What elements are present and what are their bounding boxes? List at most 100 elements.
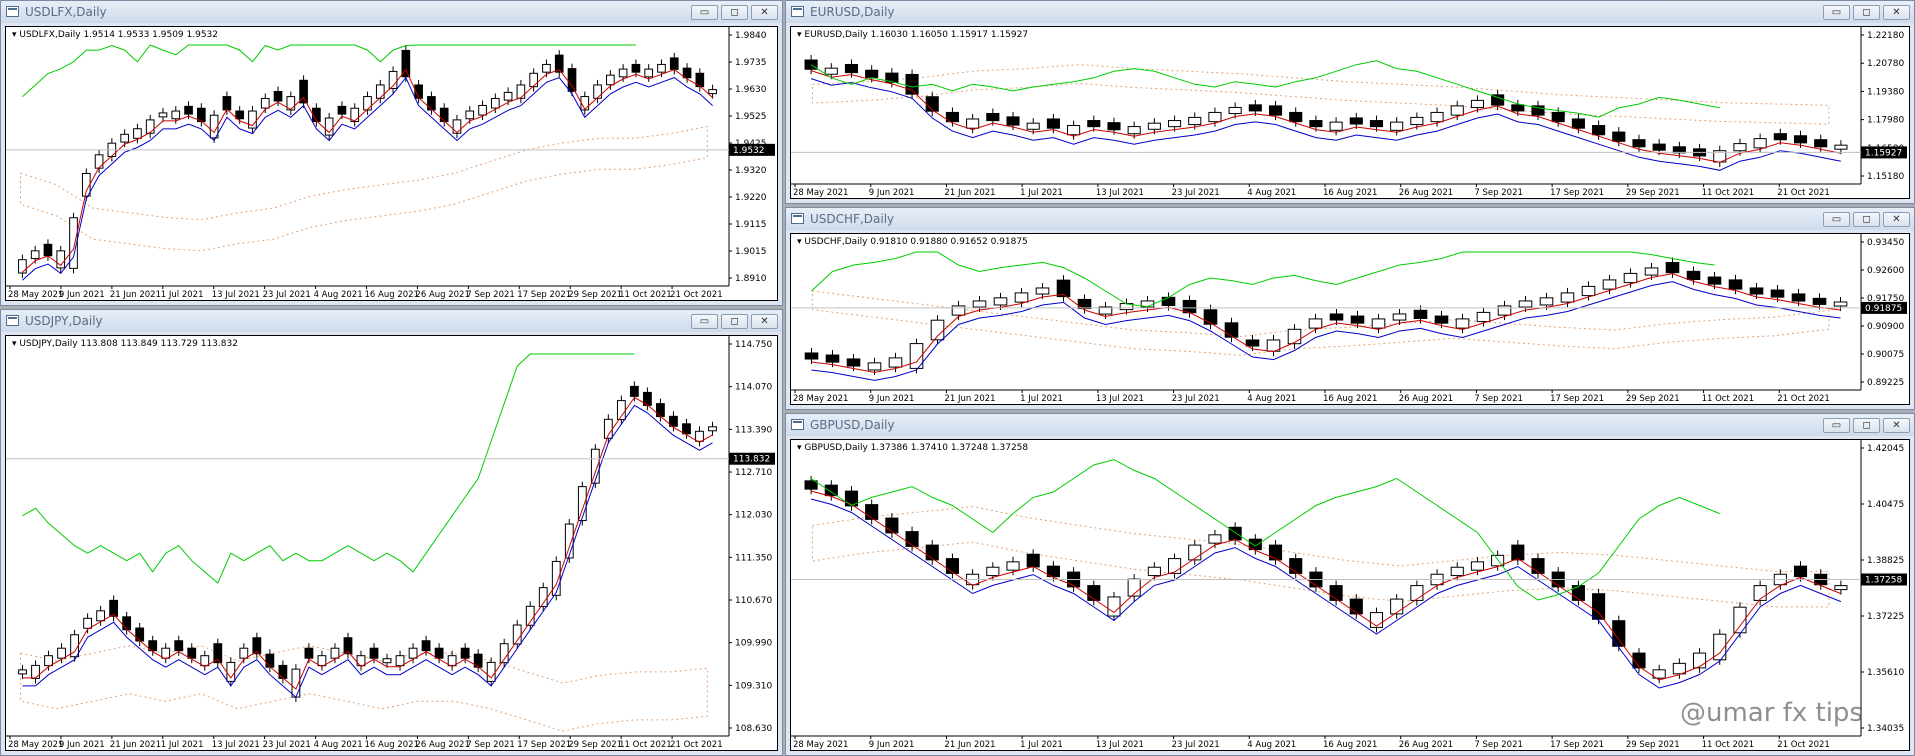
candle [133,123,142,144]
candle [1369,115,1384,132]
candle [1228,102,1242,119]
candle [109,595,119,622]
candle [408,643,418,664]
date-axis-label: 26 Aug 2021 [1399,188,1453,198]
chart-window-usdjpy[interactable]: USDJPY,Daily ▭ ◻ ✕ 114.750 114.070 113.390 112.… [0,309,783,756]
date-axis-label: 1 Jul 2021 [1020,188,1063,198]
candle [682,418,691,439]
close-button[interactable]: ✕ [751,314,778,329]
date-axis-label: 7 Sep 2021 [1474,188,1522,198]
candle [1511,99,1525,116]
maximize-button[interactable]: ◻ [1853,418,1880,433]
candle [1476,307,1491,327]
candle [1834,580,1848,595]
close-button[interactable]: ✕ [1883,5,1910,20]
maximize-button[interactable]: ◻ [721,5,748,20]
candle [1632,648,1646,673]
candle [44,650,53,671]
date-axis-label: 28 May 2021 [8,290,63,300]
chart-canvas: 0.93450 0.92600 0.91750 0.90900 0.90075 0.892… [791,234,1907,404]
date-axis-label: 26 Aug 2021 [415,740,469,750]
date-axis-label: 1 Jul 2021 [161,290,204,300]
candle [682,63,692,83]
window-titlebar[interactable]: USDLFX,Daily ▭ ◻ ✕ [1,1,782,23]
minimize-button[interactable]: ▭ [691,5,718,20]
date-axis-label: 4 Aug 2021 [1247,188,1296,198]
watermark-text: @umar fx tips [1680,698,1863,728]
current-price-value: 1.15927 [1865,148,1902,158]
chart-window-gbpusd[interactable]: GBPUSD,Daily ▭ ◻ ✕ 1.42045 1.40475 1.38825 1.37… [785,413,1915,756]
candle [1793,561,1808,582]
price-axis-label: 1.9840 [735,31,767,41]
kijun-line [22,404,713,698]
candle [669,411,678,432]
kijun-line [810,78,1841,171]
candle [804,347,819,365]
date-axis-label: 28 May 2021 [793,188,848,198]
minimize-button[interactable]: ▭ [691,314,718,329]
close-button[interactable]: ✕ [751,5,778,20]
candle [388,66,398,94]
candle [708,84,717,99]
minimize-button[interactable]: ▭ [1823,418,1850,433]
date-axis-label: 4 Aug 2021 [1247,394,1296,404]
candle [1672,658,1686,679]
date-axis-label: 21 Jun 2021 [110,740,161,750]
date-axis-label: 26 Aug 2021 [1399,394,1453,404]
date-axis-label: 29 Sep 2021 [1626,394,1680,404]
candle [1026,549,1040,572]
candle [1392,308,1407,326]
maximize-button[interactable]: ◻ [1853,212,1880,227]
price-axis-label: 1.8910 [735,274,767,284]
candle [1287,324,1302,349]
date-axis-label: 1 Jul 2021 [1020,740,1063,750]
price-chart-area[interactable]: 1.42045 1.40475 1.38825 1.37225 1.35610 1.340… [790,439,1910,751]
candle [824,480,838,501]
window-titlebar[interactable]: EURUSD,Daily ▭ ◻ ✕ [786,1,1914,23]
chart-window-eurusd[interactable]: EURUSD,Daily ▭ ◻ ✕ 1.22180 1.20780 1.19380 1.17… [785,0,1915,204]
candle [1812,293,1827,310]
price-chart-area[interactable]: 0.93450 0.92600 0.91750 0.90900 0.90075 0.892… [790,233,1910,405]
candle [1713,145,1727,168]
date-axis-label: 9 Jun 2021 [869,188,915,198]
price-chart-area[interactable]: 1.98401.97351.96301.95251.94251.93201.92… [5,26,778,301]
candle [1511,540,1525,565]
candle [1035,282,1050,300]
ichimoku-cloud [811,64,1830,125]
window-titlebar[interactable]: GBPUSD,Daily ▭ ◻ ✕ [786,414,1914,436]
maximize-button[interactable]: ◻ [1853,5,1880,20]
maximize-button[interactable]: ◻ [721,314,748,329]
candle [1266,334,1281,357]
chart-canvas: 114.750 114.070 113.390 112.710 112.030 111.3… [6,336,775,750]
date-axis-label: 16 Aug 2021 [1323,740,1377,750]
candle [1571,113,1585,134]
price-axis-label: 112.710 [735,468,772,478]
date-axis-label: 16 Aug 2021 [365,740,419,750]
symbol-info: ▾ USDCHF,Daily 0.91810 0.91880 0.91652 0… [797,237,1028,247]
candle [695,68,705,92]
price-chart-area[interactable]: 114.750 114.070 113.390 112.710 112.030 111.3… [5,335,778,751]
chart-window-usdlfx[interactable]: USDLFX,Daily ▭ ◻ ✕ 1.9840 1.9735 1.9630 1.9525 1… [0,0,783,306]
price-chart-area[interactable]: 1.221801.207801.193801.179801.165801.151… [790,26,1910,199]
price-axis-label: 108.630 [735,724,772,734]
candle [1693,648,1707,673]
date-axis-label: 28 May 2021 [793,740,848,750]
candle [1497,300,1512,321]
window-titlebar[interactable]: USDCHF,Daily ▭ ◻ ✕ [786,208,1914,230]
close-button[interactable]: ✕ [1883,212,1910,227]
date-axis-label: 11 Oct 2021 [1702,740,1755,750]
minimize-button[interactable]: ▭ [1823,5,1850,20]
date-axis-label: 13 Jul 2021 [1096,394,1144,404]
date-axis-label: 1 Jul 2021 [161,740,204,750]
window-titlebar[interactable]: USDJPY,Daily ▭ ◻ ✕ [1,310,782,332]
date-axis-label: 23 Jul 2021 [1172,188,1220,198]
chart-window-usdchf[interactable]: USDCHF,Daily ▭ ◻ ✕ 0.93450 0.92600 0.91750 0.90… [785,207,1915,410]
close-button[interactable]: ✕ [1883,418,1910,433]
chart-canvas: 1.221801.207801.193801.179801.165801.151… [791,27,1907,198]
date-axis-label: 11 Oct 2021 [619,740,672,750]
price-axis-label: 113.390 [735,425,772,435]
candle [18,664,27,679]
minimize-button[interactable]: ▭ [1823,212,1850,227]
date-axis-label: 16 Aug 2021 [365,290,419,300]
candle [1834,140,1848,155]
